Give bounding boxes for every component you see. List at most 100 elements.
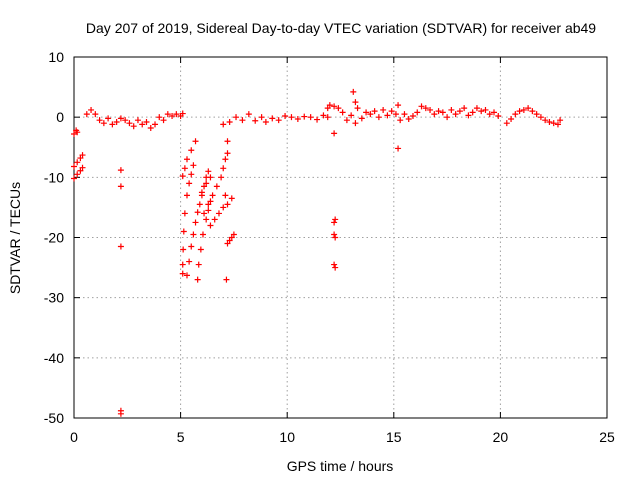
data-point xyxy=(192,219,199,226)
data-point xyxy=(326,102,333,109)
data-point xyxy=(478,108,485,115)
data-point xyxy=(331,130,338,137)
data-point xyxy=(160,117,167,124)
data-point xyxy=(79,152,86,159)
data-point xyxy=(226,237,233,244)
data-point xyxy=(83,111,90,118)
data-point xyxy=(122,117,129,124)
data-point xyxy=(375,114,382,121)
data-point xyxy=(183,156,190,163)
data-point xyxy=(503,120,510,127)
data-point xyxy=(164,111,171,118)
data-point xyxy=(320,112,327,119)
data-point xyxy=(201,183,208,190)
data-point xyxy=(201,210,208,217)
data-point xyxy=(169,112,176,119)
data-point xyxy=(516,108,523,115)
data-point xyxy=(198,189,205,196)
data-point xyxy=(139,121,146,128)
data-point xyxy=(331,231,338,238)
data-point xyxy=(179,261,186,268)
data-point xyxy=(220,121,227,128)
data-point xyxy=(245,111,252,118)
data-point xyxy=(117,167,124,174)
data-point xyxy=(542,117,549,124)
data-point xyxy=(533,111,540,118)
data-point xyxy=(529,108,536,115)
data-point xyxy=(332,264,339,271)
data-point xyxy=(152,121,159,128)
data-point xyxy=(77,167,84,174)
data-point xyxy=(414,109,421,116)
data-point xyxy=(427,106,434,113)
data-point xyxy=(395,145,402,152)
data-point xyxy=(512,111,519,118)
data-point xyxy=(156,114,163,121)
x-axis-label: GPS time / hours xyxy=(287,458,394,474)
data-point xyxy=(307,114,314,121)
data-point xyxy=(183,192,190,199)
data-point xyxy=(215,210,222,217)
data-point xyxy=(465,112,472,119)
data-point xyxy=(275,117,282,124)
data-point xyxy=(190,162,197,169)
data-point xyxy=(439,109,446,116)
data-point xyxy=(105,115,112,122)
x-tick-label: 15 xyxy=(386,429,402,445)
x-tick-label: 25 xyxy=(599,429,615,445)
data-point xyxy=(181,165,188,172)
data-point xyxy=(117,243,124,250)
chart-title: Day 207 of 2019, Sidereal Day-to-day VTE… xyxy=(86,20,596,36)
data-point xyxy=(395,102,402,109)
data-point xyxy=(324,114,331,121)
data-point xyxy=(205,168,212,175)
data-point xyxy=(350,88,357,95)
data-point xyxy=(197,246,204,253)
data-point xyxy=(211,216,218,223)
data-point xyxy=(252,117,259,124)
data-point xyxy=(401,111,408,118)
data-point xyxy=(258,114,265,121)
data-point xyxy=(288,114,295,121)
data-point xyxy=(491,109,498,116)
data-point xyxy=(130,123,137,130)
data-point xyxy=(71,175,77,182)
data-point xyxy=(207,198,214,205)
data-point xyxy=(461,105,468,112)
data-point xyxy=(367,111,374,118)
data-point xyxy=(546,118,553,125)
data-point xyxy=(392,111,399,118)
data-point xyxy=(239,117,246,124)
data-point xyxy=(224,240,231,247)
data-point xyxy=(203,180,210,187)
data-point xyxy=(179,110,186,117)
data-point xyxy=(147,124,154,131)
data-point xyxy=(126,120,133,127)
data-point xyxy=(77,155,84,162)
data-point xyxy=(209,192,216,199)
grid-lines xyxy=(74,57,607,418)
x-tick-label: 0 xyxy=(70,429,78,445)
data-point xyxy=(195,261,202,268)
data-point xyxy=(186,258,193,265)
data-point xyxy=(207,174,214,181)
data-point xyxy=(190,231,197,238)
data-point xyxy=(282,112,289,119)
data-point xyxy=(224,150,231,157)
data-point xyxy=(405,115,412,122)
data-point xyxy=(335,105,342,112)
data-point xyxy=(294,115,301,122)
data-point xyxy=(218,174,225,181)
y-tick-label: -40 xyxy=(44,350,64,366)
data-point xyxy=(388,108,395,115)
data-point xyxy=(207,222,214,229)
data-point xyxy=(380,106,387,113)
data-point xyxy=(205,207,212,214)
data-point xyxy=(352,120,359,127)
data-point xyxy=(324,105,331,112)
data-point xyxy=(339,109,346,116)
data-point xyxy=(192,138,199,145)
data-point xyxy=(74,159,81,166)
data-point xyxy=(180,246,187,253)
